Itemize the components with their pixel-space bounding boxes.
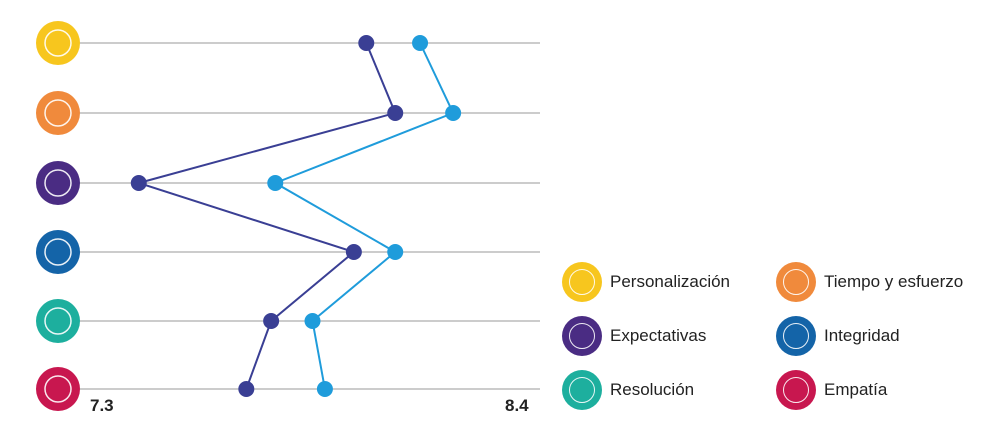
data-point — [387, 105, 404, 121]
legend-item-resolucion: Resolución — [562, 370, 694, 410]
data-point — [263, 313, 280, 329]
empathy-heart-icon — [36, 367, 80, 411]
legend-label: Personalización — [610, 272, 731, 291]
hourglass-icon — [776, 262, 816, 302]
legend-label: Tiempo y esfuerzo — [824, 272, 964, 291]
legend-label: Resolución — [610, 380, 695, 399]
data-point — [345, 244, 362, 260]
lightbulb-icon — [36, 299, 80, 343]
data-point — [412, 35, 429, 51]
data-point — [445, 105, 462, 121]
data-point — [267, 175, 284, 191]
data-point — [358, 35, 375, 51]
data-point — [130, 175, 147, 191]
scales-icon — [36, 230, 80, 274]
legend-label: Integridad — [824, 326, 900, 345]
data-point — [316, 381, 333, 397]
empathy-heart-icon — [776, 370, 816, 410]
scales-icon — [776, 316, 816, 356]
legend-label: Expectativas — [610, 326, 707, 345]
legend-item-tiempo: Tiempo y esfuerzo — [776, 262, 963, 302]
expectation-sign-icon — [36, 161, 80, 205]
legend-item-integridad: Integridad — [776, 316, 900, 356]
legend: Personalización Tiempo y esfuerzo Expect… — [562, 262, 982, 422]
hourglass-icon — [36, 91, 80, 135]
data-point — [238, 381, 255, 397]
data-point — [387, 244, 404, 260]
data-point — [304, 313, 321, 329]
legend-item-empatia: Empatía — [776, 370, 887, 410]
personalization-icon — [562, 262, 602, 302]
expectation-sign-icon — [562, 316, 602, 356]
legend-item-expectativas: Expectativas — [562, 316, 706, 356]
series-line-2 — [272, 42, 455, 390]
x-axis-min-label: 7.3 — [90, 396, 114, 415]
series-line-1 — [135, 42, 397, 390]
legend-label: Empatía — [824, 380, 888, 399]
legend-item-personalizacion: Personalización — [562, 262, 730, 302]
lightbulb-icon — [562, 370, 602, 410]
personalization-icon — [36, 21, 80, 65]
x-axis-max-label: 8.4 — [505, 396, 529, 415]
